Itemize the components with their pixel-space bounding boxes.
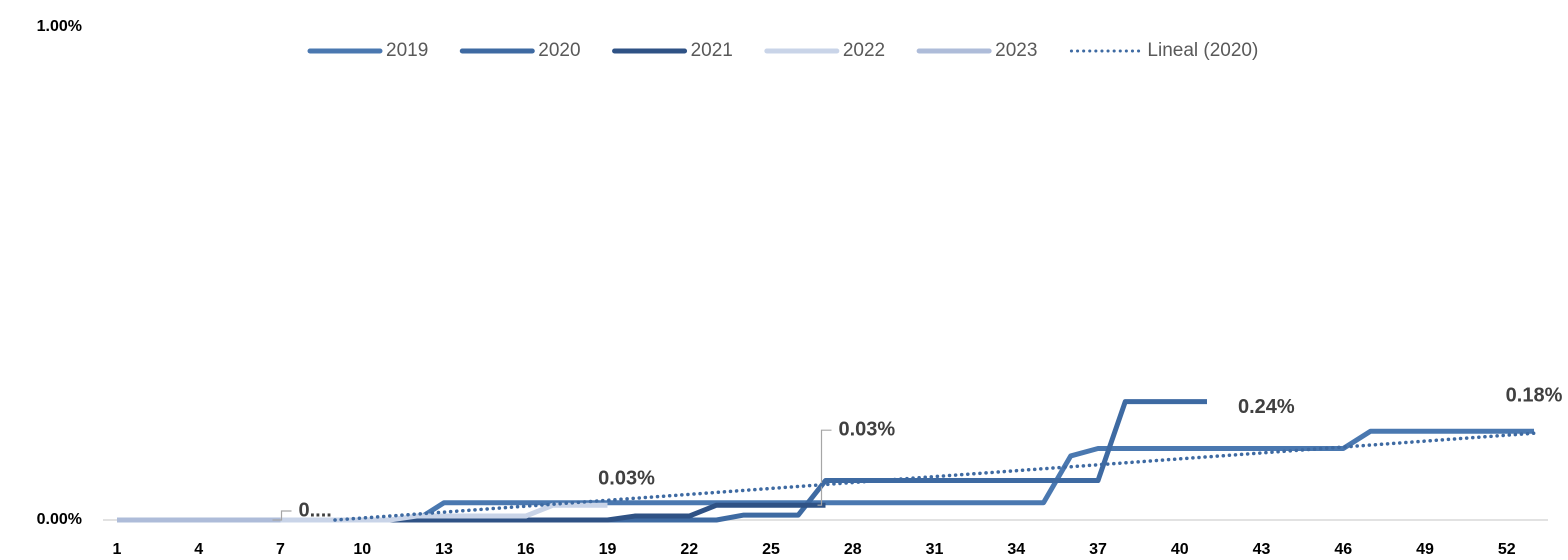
legend-label: 2020: [538, 40, 580, 61]
x-tick-label: 25: [762, 541, 780, 558]
data-label: 0.18%: [1506, 385, 1563, 407]
legend-label: 2023: [995, 40, 1037, 61]
x-tick-label: 19: [599, 541, 617, 558]
x-tick-label: 49: [1416, 541, 1434, 558]
y-tick-label: 1.00%: [37, 18, 82, 35]
x-tick-label: 43: [1253, 541, 1271, 558]
x-tick-label: 34: [1007, 541, 1025, 558]
legend-label: 2019: [386, 40, 428, 61]
x-tick-label: 28: [844, 541, 862, 558]
x-tick-label: 10: [353, 541, 371, 558]
data-label: 0.24%: [1238, 396, 1295, 418]
x-tick-label: 52: [1498, 541, 1516, 558]
legend-label: 2021: [691, 40, 733, 61]
leader-line: [817, 429, 832, 506]
x-tick-label: 4: [194, 541, 203, 558]
x-tick-label: 37: [1089, 541, 1107, 558]
x-tick-label: 16: [517, 541, 535, 558]
legend-label: 2022: [843, 40, 885, 61]
legend-label: Lineal (2020): [1147, 40, 1258, 61]
x-tick-label: 7: [276, 541, 285, 558]
y-tick-label: 0.00%: [37, 511, 82, 528]
data-label: 0....: [299, 499, 332, 521]
x-tick-label: 31: [926, 541, 944, 558]
x-tick-label: 1: [113, 541, 122, 558]
data-label: 0.03%: [598, 467, 655, 489]
leader-line: [272, 510, 292, 521]
x-tick-label: 13: [435, 541, 453, 558]
x-tick-label: 40: [1171, 541, 1189, 558]
x-tick-label: 46: [1334, 541, 1352, 558]
x-tick-label: 22: [680, 541, 698, 558]
trend-line: [333, 431, 1536, 522]
data-label: 0.03%: [839, 418, 896, 440]
